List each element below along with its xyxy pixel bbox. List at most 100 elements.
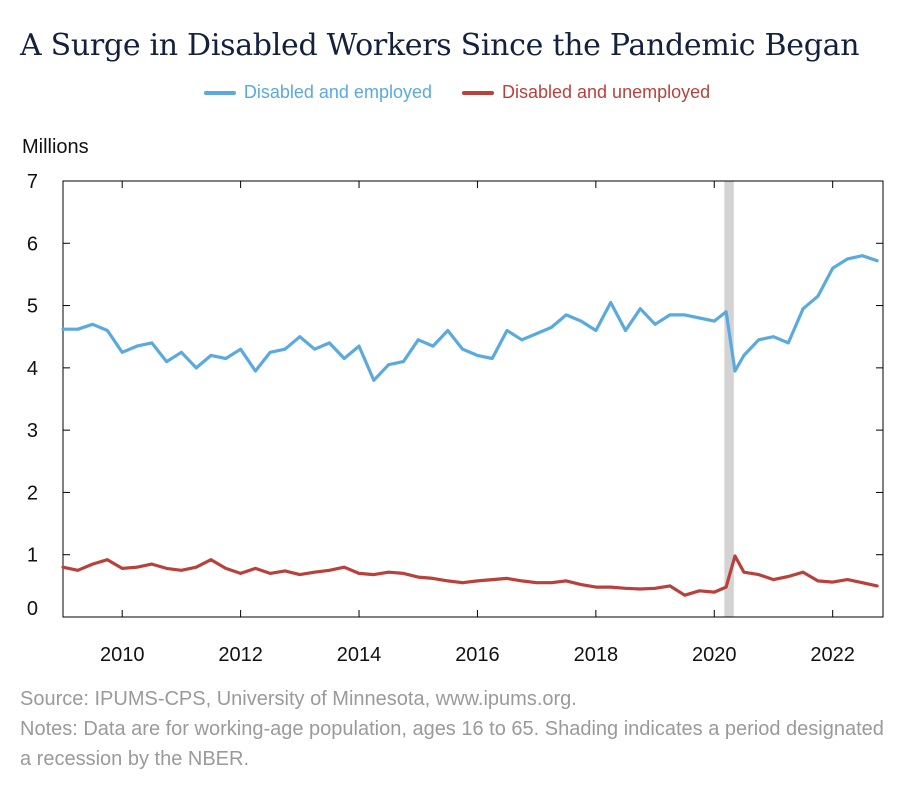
legend-label-unemployed: Disabled and unemployed [501, 82, 711, 102]
data-point-unemployed [733, 554, 737, 558]
data-point-employed [624, 329, 627, 332]
legend-item-unemployed: Disabled and unemployed [461, 82, 711, 103]
data-point-employed [594, 329, 598, 332]
data-point-unemployed [668, 584, 672, 588]
data-point-unemployed [357, 572, 361, 575]
data-point-employed [120, 350, 124, 354]
data-point-employed [402, 360, 405, 364]
x-tick-label: 2016 [455, 644, 500, 666]
chart-title: A Surge in Disabled Workers Since the Pa… [20, 28, 860, 63]
data-point-unemployed [446, 579, 450, 583]
data-point-employed [461, 347, 465, 351]
data-point-unemployed [594, 585, 598, 589]
data-point-employed [239, 347, 243, 351]
y-tick-label: 2 [27, 482, 38, 504]
data-point-unemployed [328, 568, 331, 572]
data-point-employed [698, 316, 701, 320]
data-point-unemployed [712, 590, 716, 594]
data-point-employed [194, 366, 198, 370]
data-point-unemployed [505, 576, 509, 580]
data-point-unemployed [816, 579, 820, 583]
data-point-unemployed [254, 567, 257, 570]
data-point-employed [76, 327, 80, 331]
data-point-employed [757, 338, 761, 342]
data-point-employed [772, 335, 775, 339]
source-text: Source: IPUMS-CPS, University of Minneso… [20, 688, 577, 710]
data-point-unemployed [860, 581, 864, 585]
data-point-employed [313, 347, 317, 351]
data-point-unemployed [757, 573, 761, 577]
data-point-employed [875, 259, 879, 263]
data-point-unemployed [209, 558, 213, 562]
data-point-unemployed [476, 579, 479, 583]
x-tick-label: 2012 [218, 644, 263, 666]
data-point-employed [638, 307, 642, 311]
data-point-employed [357, 344, 361, 348]
series-line-employed [61, 254, 879, 382]
data-point-employed [668, 313, 672, 317]
data-point-employed [476, 354, 479, 357]
data-point-employed [786, 341, 790, 345]
data-point-employed [609, 301, 613, 304]
data-point-employed [180, 350, 183, 354]
data-point-unemployed [135, 565, 139, 569]
data-point-employed [150, 341, 154, 345]
legend-swatch-employed [203, 90, 236, 95]
data-point-employed [520, 338, 524, 342]
data-point-employed [106, 329, 109, 332]
data-point-unemployed [283, 569, 287, 573]
data-point-unemployed [638, 587, 642, 591]
x-tick-label: 2018 [574, 644, 619, 666]
data-point-employed [416, 338, 420, 342]
data-point-unemployed [535, 581, 539, 585]
y-tick-label: 5 [27, 296, 38, 318]
data-point-unemployed [624, 586, 627, 590]
x-tick-label: 2020 [692, 644, 737, 666]
data-point-unemployed [786, 575, 790, 578]
y-tick-label: 1 [27, 545, 38, 567]
data-point-unemployed [431, 576, 435, 580]
data-point-employed [801, 307, 805, 311]
data-point-employed [724, 310, 728, 314]
y-tick-label: 0 [27, 598, 38, 620]
plot-frame [62, 180, 884, 618]
data-point-unemployed [550, 581, 553, 585]
data-point-employed [283, 347, 287, 351]
data-point-unemployed [831, 580, 835, 584]
y-tick-label: 6 [27, 233, 38, 255]
y-tick-label: 4 [27, 358, 38, 380]
data-point-unemployed [224, 567, 228, 570]
notes-text: Notes: Data are for working-age populati… [20, 718, 884, 770]
data-point-employed [550, 325, 553, 329]
data-point-employed [490, 357, 494, 360]
data-point-employed [298, 335, 302, 339]
data-point-unemployed [683, 593, 687, 597]
data-point-employed [733, 369, 737, 373]
data-point-employed [846, 257, 849, 261]
data-point-unemployed [772, 578, 775, 582]
data-point-unemployed [150, 562, 154, 566]
recession-shading [724, 181, 734, 617]
data-point-employed [372, 378, 376, 382]
data-point-employed [712, 319, 716, 323]
data-point-unemployed [268, 572, 272, 575]
data-point-unemployed [91, 562, 95, 566]
data-point-unemployed [520, 579, 524, 583]
data-point-unemployed [61, 565, 65, 569]
data-point-unemployed [402, 572, 405, 575]
data-point-unemployed [372, 573, 376, 577]
y-tick-label: 7 [27, 171, 38, 193]
data-point-employed [579, 319, 583, 323]
x-tick-label: 2010 [100, 644, 145, 666]
data-point-employed [268, 350, 272, 354]
data-point-unemployed [724, 585, 728, 589]
data-point-unemployed [387, 570, 391, 574]
data-point-unemployed [298, 573, 302, 577]
y-tick-label: 3 [27, 420, 38, 442]
data-point-employed [860, 254, 864, 258]
data-point-unemployed [742, 570, 746, 574]
data-point-employed [165, 360, 169, 364]
data-point-unemployed [416, 575, 420, 579]
series-line-unemployed [61, 554, 879, 597]
data-point-employed [742, 354, 746, 357]
